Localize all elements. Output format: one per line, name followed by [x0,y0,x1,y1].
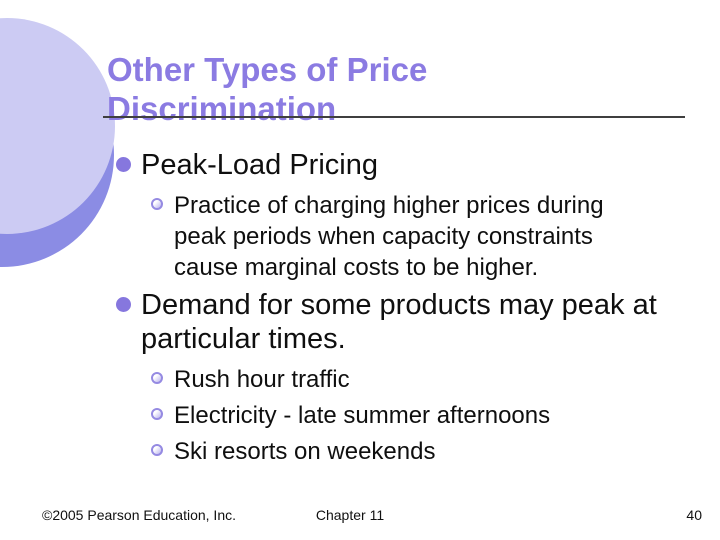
bullet-text: Peak-Load Pricing [141,149,378,181]
bullet-item-peak-load: Peak-Load Pricing [116,148,378,182]
sub-bullet-text: Practice of charging higher prices durin… [174,192,604,281]
sub-bullet-text: Rush hour traffic [174,366,350,393]
sub-bullet-item-rush-hour: Rush hour traffic [151,364,350,395]
ring-bullet-icon [151,372,163,384]
title-divider-line [103,116,685,118]
ring-bullet-icon [151,444,163,456]
sub-bullet-item-ski-resorts: Ski resorts on weekends [151,436,435,467]
copyright-text: ©2005 Pearson Education, Inc. [42,507,236,523]
filled-bullet-icon [116,297,131,312]
filled-bullet-icon [116,157,131,172]
ring-bullet-icon [151,408,163,420]
page-number: 40 [686,507,702,523]
slide-footer: ©2005 Pearson Education, Inc. Chapter 11… [0,503,720,527]
slide-title: Other Types of Price Discrimination [107,51,428,128]
bullet-text: Demand for some products may peak at par… [141,289,657,355]
sub-bullet-item-electricity: Electricity - late summer afternoons [151,400,550,431]
sub-bullet-text: Ski resorts on weekends [174,438,436,465]
sub-bullet-item-practice: Practice of charging higher prices durin… [151,190,626,283]
sub-bullet-text: Electricity - late summer afternoons [174,402,551,429]
bullet-item-demand: Demand for some products may peak at par… [116,288,681,356]
ring-bullet-icon [151,198,163,210]
chapter-label: Chapter 11 [315,507,385,523]
